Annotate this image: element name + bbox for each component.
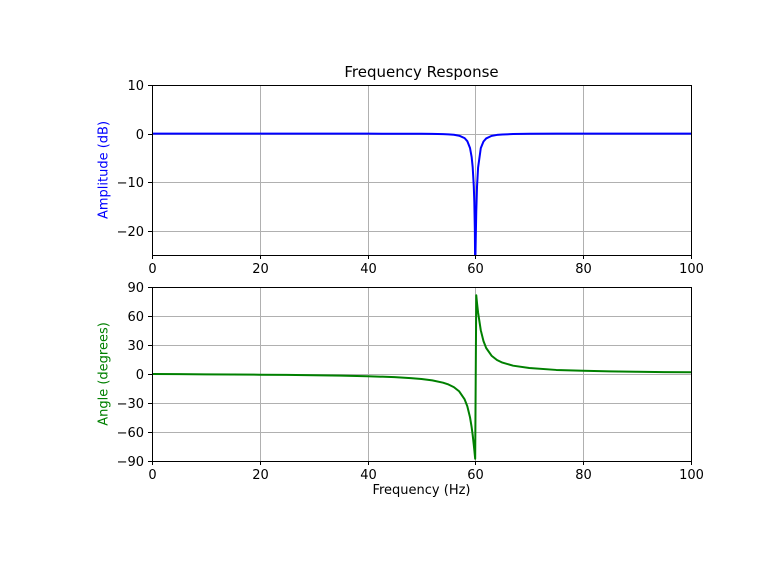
x-tick-label: 100: [679, 262, 704, 277]
angle-y-axis-label: Angle (degrees): [96, 322, 112, 426]
y-tick-label: 0: [136, 128, 144, 143]
x-tick-label: 0: [148, 468, 156, 483]
x-tick-label: 100: [679, 468, 704, 483]
y-tick-label: 60: [127, 310, 144, 325]
x-tick-label: 40: [360, 468, 377, 483]
x-tick-label: 20: [252, 262, 269, 277]
x-axis-label: Frequency (Hz): [372, 483, 471, 498]
y-tick-label: 10: [127, 79, 144, 94]
x-tick-label: 60: [467, 468, 484, 483]
tick-marks: [148, 287, 692, 465]
y-tick-label: −90: [117, 455, 144, 470]
y-tick-label: 30: [127, 339, 144, 354]
x-tick-label: 0: [148, 262, 156, 277]
chart-title: Frequency Response: [344, 63, 499, 81]
y-tick-label: −30: [117, 397, 144, 412]
y-tick-label: −20: [117, 225, 144, 240]
tick-labels: 0 20 40 60 80 100 90 60 30 0 −30 −60 −90: [117, 281, 704, 483]
axes-spines: [152, 287, 692, 462]
x-tick-label: 80: [575, 468, 592, 483]
gridlines: [152, 85, 692, 255]
x-tick-label: 20: [252, 468, 269, 483]
amplitude-y-axis-label: Amplitude (dB): [96, 120, 112, 220]
y-tick-label: 90: [127, 281, 144, 296]
y-tick-label: −60: [117, 426, 144, 441]
phase-axes: 0 20 40 60 80 100 90 60 30 0 −30 −60 −90: [117, 281, 704, 483]
axes-spines: [152, 85, 692, 256]
y-tick-label: −10: [117, 176, 144, 191]
amplitude-line: [152, 132, 691, 255]
y-tick-label: 0: [136, 368, 144, 383]
tick-marks: [148, 85, 692, 259]
x-tick-label: 60: [467, 262, 484, 277]
phase-line: [152, 294, 691, 460]
x-tick-label: 40: [360, 262, 377, 277]
x-tick-label: 80: [575, 262, 592, 277]
